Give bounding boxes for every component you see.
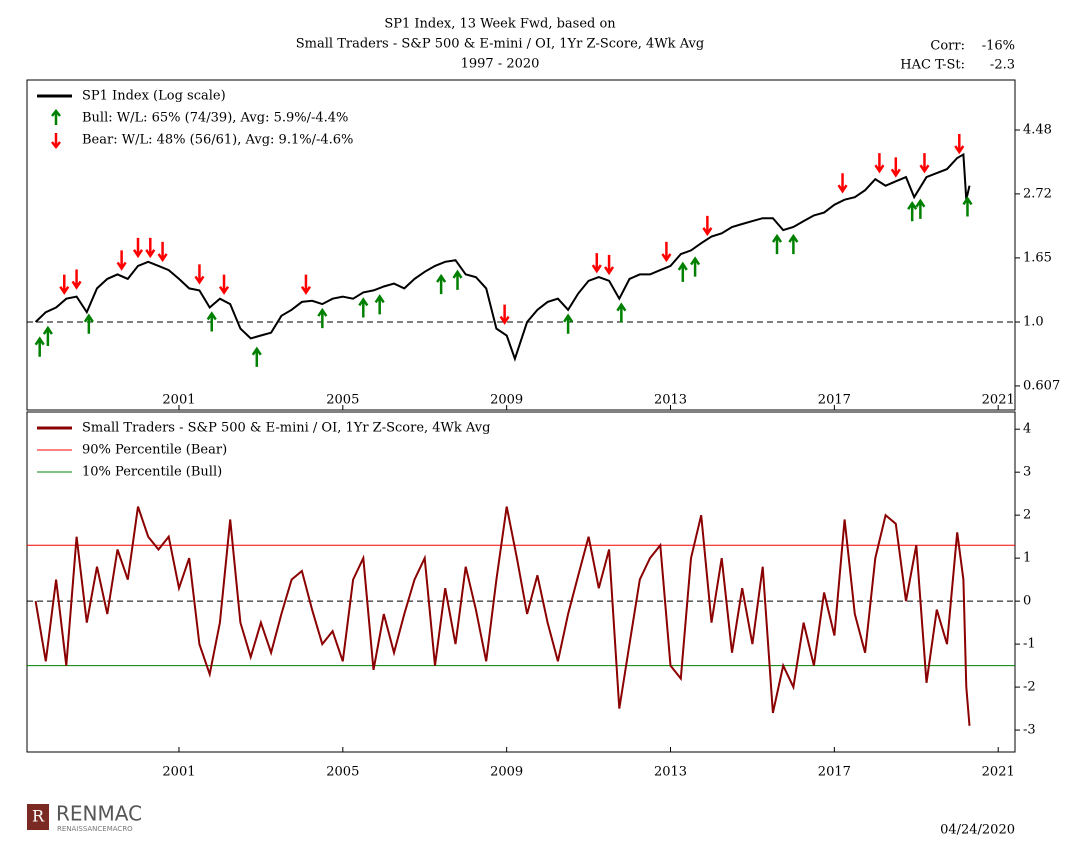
logo-letter: R	[32, 807, 45, 826]
signal-arrow	[206, 311, 217, 332]
signal-arrow	[71, 269, 82, 290]
y-tick-label: 4	[1023, 422, 1031, 437]
signal-arrow	[436, 273, 447, 295]
title-line: Small Traders - S&P 500 & E-mini / OI, 1…	[296, 37, 704, 52]
x-tick-label: 2001	[162, 765, 195, 780]
y-tick-label: 1.65	[1023, 250, 1052, 265]
signal-arrow	[194, 264, 205, 285]
logo-text: RENMAC	[56, 802, 142, 826]
signal-arrow	[42, 325, 53, 347]
x-tick-label: 2009	[490, 393, 523, 408]
logo-mark	[27, 804, 49, 830]
title-line: SP1 Index, 13 Week Fwd, based on	[384, 17, 616, 32]
signal-arrow	[499, 304, 510, 325]
signal-arrow	[919, 153, 930, 174]
logo-subtext: RENAISSANCEMACRO	[57, 825, 133, 833]
signal-arrow	[300, 274, 311, 295]
x-tick-label: 2005	[326, 393, 359, 408]
signal-arrow	[317, 307, 328, 329]
stat-value: -16%	[982, 39, 1015, 54]
stat-label: Corr:	[930, 39, 965, 54]
signal-arrow	[34, 336, 45, 357]
signal-arrow	[452, 269, 463, 290]
signal-arrow	[218, 274, 230, 295]
signal-arrow	[690, 256, 701, 277]
legend-label: 90% Percentile (Bear)	[82, 443, 227, 458]
y-tick-label: 1.0	[1023, 315, 1044, 330]
x-tick-label: 2021	[982, 393, 1015, 408]
signal-arrow	[374, 294, 385, 315]
title-line: 1997 - 2020	[461, 57, 540, 72]
x-tick-label: 2017	[818, 393, 851, 408]
y-tick-label: 0.607	[1023, 378, 1060, 393]
date: 04/24/2020	[940, 823, 1015, 838]
legend-swatch	[51, 108, 61, 125]
signal-arrow	[145, 237, 156, 259]
data-line	[34, 152, 971, 362]
x-tick-label: 2005	[326, 765, 359, 780]
plot-frame	[26, 411, 1016, 753]
signal-arrow	[890, 157, 901, 178]
y-tick-label: 0	[1023, 594, 1031, 609]
signal-arrow	[837, 173, 848, 194]
signal-arrow	[132, 237, 144, 259]
x-tick-label: 2021	[982, 765, 1015, 780]
y-tick-label: 4.48	[1023, 122, 1052, 137]
signal-arrow	[358, 297, 369, 318]
signal-arrow	[116, 250, 127, 271]
x-tick-label: 2001	[162, 393, 195, 408]
stat-label: HAC T-St:	[900, 58, 965, 73]
signal-arrow	[874, 153, 885, 174]
signal-arrow	[702, 215, 713, 237]
legend-label: Bull: W/L: 65% (74/39), Avg: 5.9%/-4.4%	[82, 111, 348, 126]
legend-label: SP1 Index (Log scale)	[82, 89, 226, 104]
y-tick-label: 1	[1023, 551, 1031, 566]
signal-arrow	[788, 233, 799, 255]
data-line	[34, 506, 971, 726]
plot-frame	[26, 79, 1016, 411]
signal-arrow	[59, 274, 70, 295]
x-tick-label: 2009	[490, 765, 523, 780]
signal-arrow	[563, 313, 574, 334]
y-tick-label: 2	[1023, 508, 1031, 523]
y-tick-label: 3	[1023, 465, 1031, 480]
signal-arrow	[954, 133, 965, 155]
signal-arrow	[251, 346, 262, 367]
legend-label: Bear: W/L: 48% (56/61), Avg: 9.1%/-4.6%	[82, 133, 353, 148]
signal-arrow	[157, 241, 168, 263]
x-tick-label: 2017	[818, 765, 851, 780]
signal-arrow	[907, 200, 918, 222]
signal-arrow	[962, 196, 973, 217]
signal-arrow	[604, 254, 615, 276]
legend-label: Small Traders - S&P 500 & E-mini / OI, 1…	[82, 421, 490, 436]
signal-arrow	[83, 313, 94, 334]
y-tick-label: -3	[1023, 723, 1036, 738]
legend-swatch	[51, 133, 61, 150]
y-tick-label: -2	[1023, 680, 1036, 695]
stat-value: -2.3	[990, 58, 1015, 73]
signal-arrow	[677, 261, 688, 282]
signal-arrow	[915, 198, 926, 219]
signal-arrow	[661, 241, 672, 263]
signal-arrow	[771, 233, 783, 255]
legend-label: 10% Percentile (Bull)	[82, 465, 222, 480]
signal-arrow	[616, 302, 627, 323]
y-tick-label: 2.72	[1023, 186, 1052, 201]
x-tick-label: 2013	[654, 393, 687, 408]
signal-arrow	[591, 253, 602, 274]
y-tick-label: -1	[1023, 637, 1036, 652]
x-tick-label: 2013	[654, 765, 687, 780]
